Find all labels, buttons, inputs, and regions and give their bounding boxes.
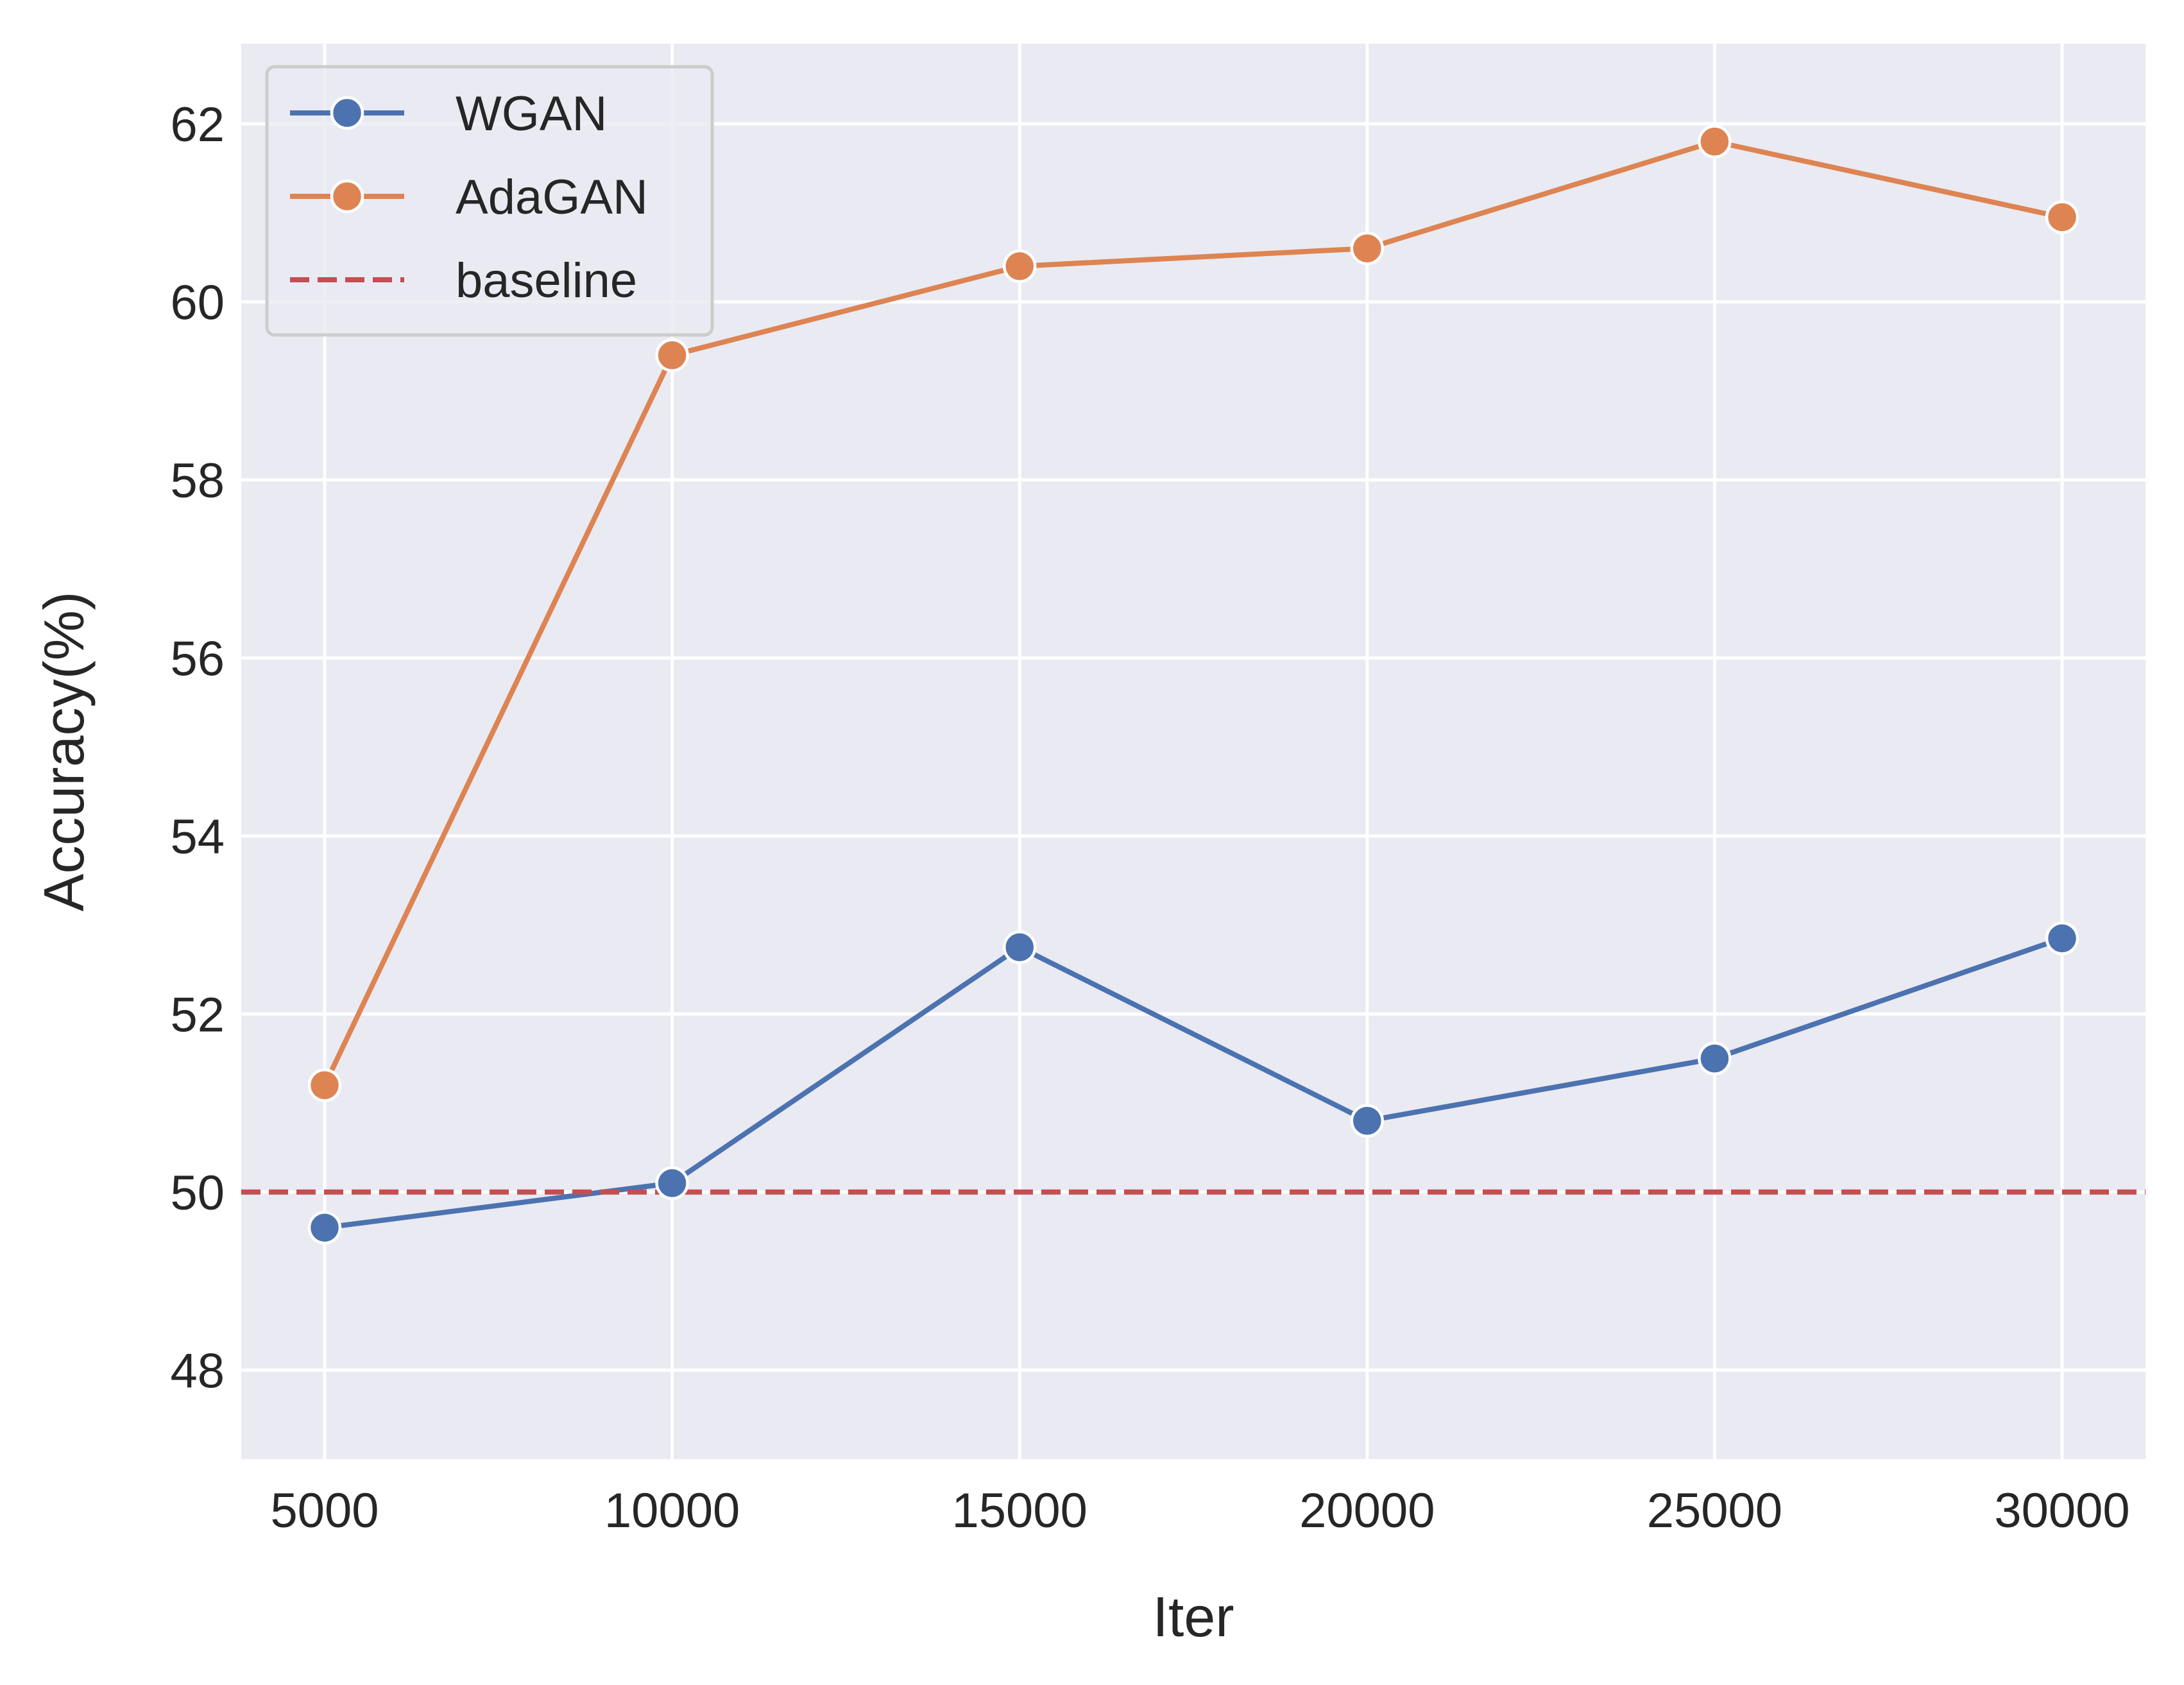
y-tick-label: 52 <box>170 988 225 1042</box>
adagan-line <box>321 139 2065 1088</box>
adagan-point <box>1002 249 1037 284</box>
y-tick-label: 54 <box>170 810 225 864</box>
y-axis-label: Accuracy(%) <box>32 592 96 912</box>
y-tick-label: 50 <box>170 1166 225 1220</box>
legend-wgan-marker <box>330 96 364 130</box>
data-markers <box>307 124 2079 1245</box>
wgan-point <box>307 1211 342 1245</box>
legend-baseline-label: baseline <box>456 253 637 308</box>
adagan-point <box>307 1068 342 1102</box>
x-tick-label: 30000 <box>1994 1484 2129 1538</box>
y-tick-label: 48 <box>170 1344 225 1398</box>
x-tick-label: 25000 <box>1647 1484 1782 1538</box>
y-tick-label: 56 <box>170 631 225 686</box>
x-tick-label: 15000 <box>952 1484 1088 1538</box>
wgan-point <box>655 1166 689 1201</box>
wgan-point <box>1002 930 1037 964</box>
y-tick-label: 60 <box>170 275 225 330</box>
adagan-point <box>1350 231 1385 266</box>
legend-adagan-label: AdaGAN <box>456 170 648 225</box>
y-tick-label: 62 <box>170 98 225 152</box>
x-tick-label: 20000 <box>1299 1484 1435 1538</box>
legend-wgan-label: WGAN <box>456 87 607 141</box>
wgan-point <box>1350 1104 1385 1138</box>
legend-box <box>265 65 714 337</box>
adagan-point <box>1698 124 1732 158</box>
series-lines <box>241 139 2146 1231</box>
legend: WGAN AdaGAN baseline <box>265 65 714 337</box>
legend-adagan-marker <box>330 179 364 214</box>
x-axis-ticks: 5000 10000 15000 20000 25000 30000 <box>270 1484 2129 1538</box>
y-axis-ticks: 48 50 52 54 56 58 60 62 <box>170 98 225 1398</box>
x-axis-label: Iter <box>1152 1585 1234 1648</box>
adagan-point <box>2045 200 2079 234</box>
adagan-point <box>655 338 689 372</box>
y-tick-label: 58 <box>170 454 225 508</box>
wgan-point <box>2045 921 2079 955</box>
wgan-point <box>1698 1041 1732 1075</box>
x-tick-label: 10000 <box>604 1484 740 1538</box>
x-tick-label: 5000 <box>270 1484 379 1538</box>
